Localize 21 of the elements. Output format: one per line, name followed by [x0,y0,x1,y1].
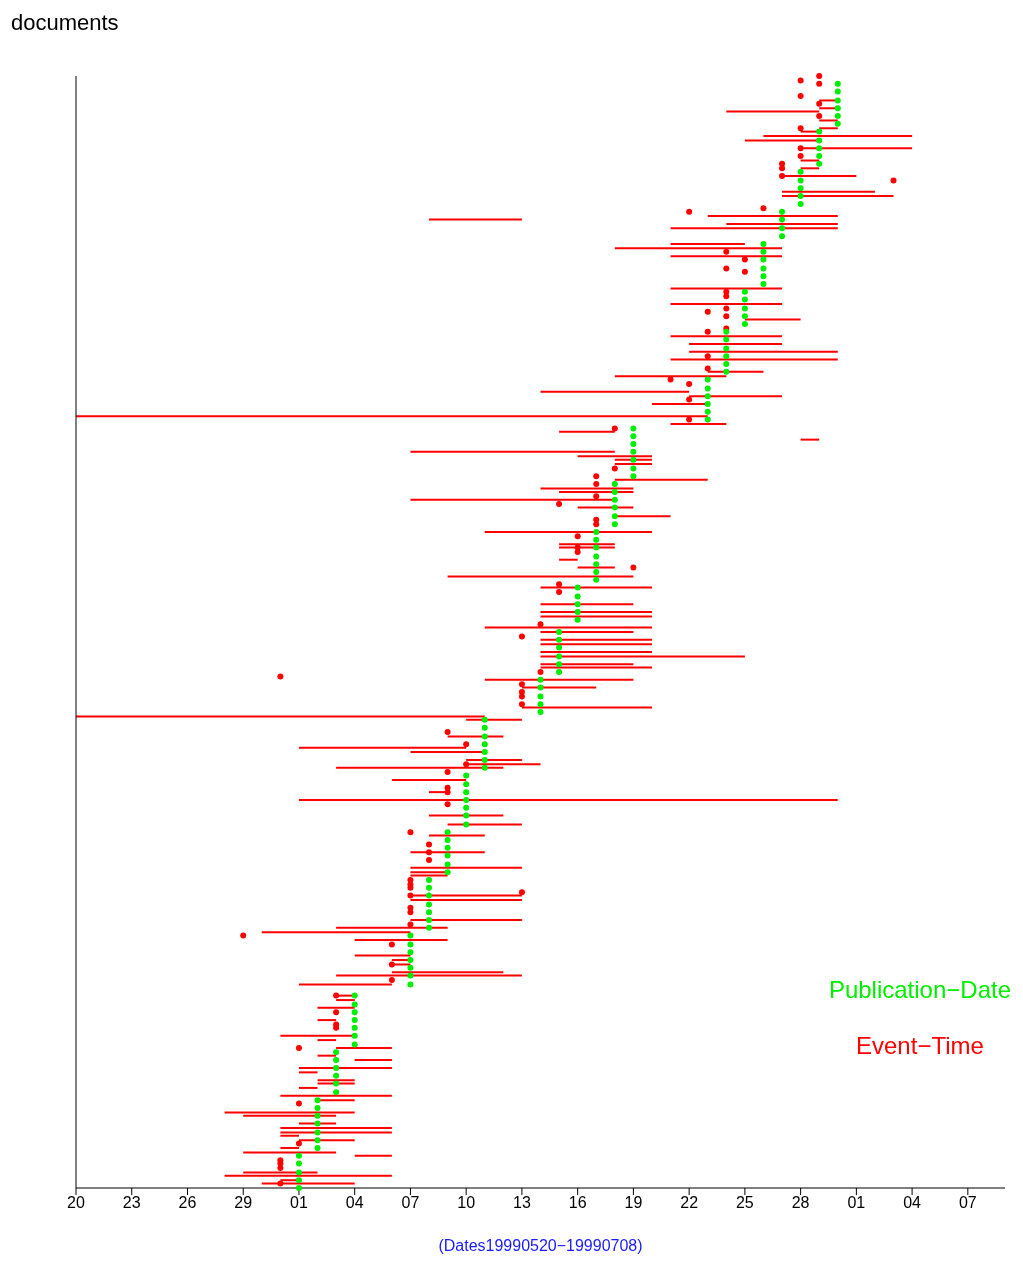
x-tick-label: 19 [624,1194,643,1212]
x-tick-label: 04 [345,1194,364,1212]
x-tick-label: 28 [791,1194,810,1212]
x-tick-label: 23 [122,1194,141,1212]
x-tick-label: 25 [735,1194,754,1212]
text: Publication−Date [828,976,1011,1004]
text: Event−Time [855,1032,985,1060]
x-tick-label: 07 [958,1194,977,1212]
x-tick-label: 07 [401,1194,420,1212]
x-tick-label: 04 [903,1194,922,1212]
x-tick-label: 29 [234,1194,253,1212]
x-tick-label: 22 [680,1194,699,1212]
x-tick-label: 10 [457,1194,476,1212]
x-tick-label: 13 [513,1194,531,1212]
x-axis-title: (Dates19990520−19990708) [437,1237,644,1255]
x-tick-label: 01 [847,1194,866,1212]
x-tick-label: 01 [290,1194,308,1212]
x-tick-label: 20 [67,1194,85,1212]
y-axis-title: documents [11,10,119,36]
x-tick-label: 26 [178,1194,197,1212]
x-tick-label: 16 [568,1194,587,1212]
